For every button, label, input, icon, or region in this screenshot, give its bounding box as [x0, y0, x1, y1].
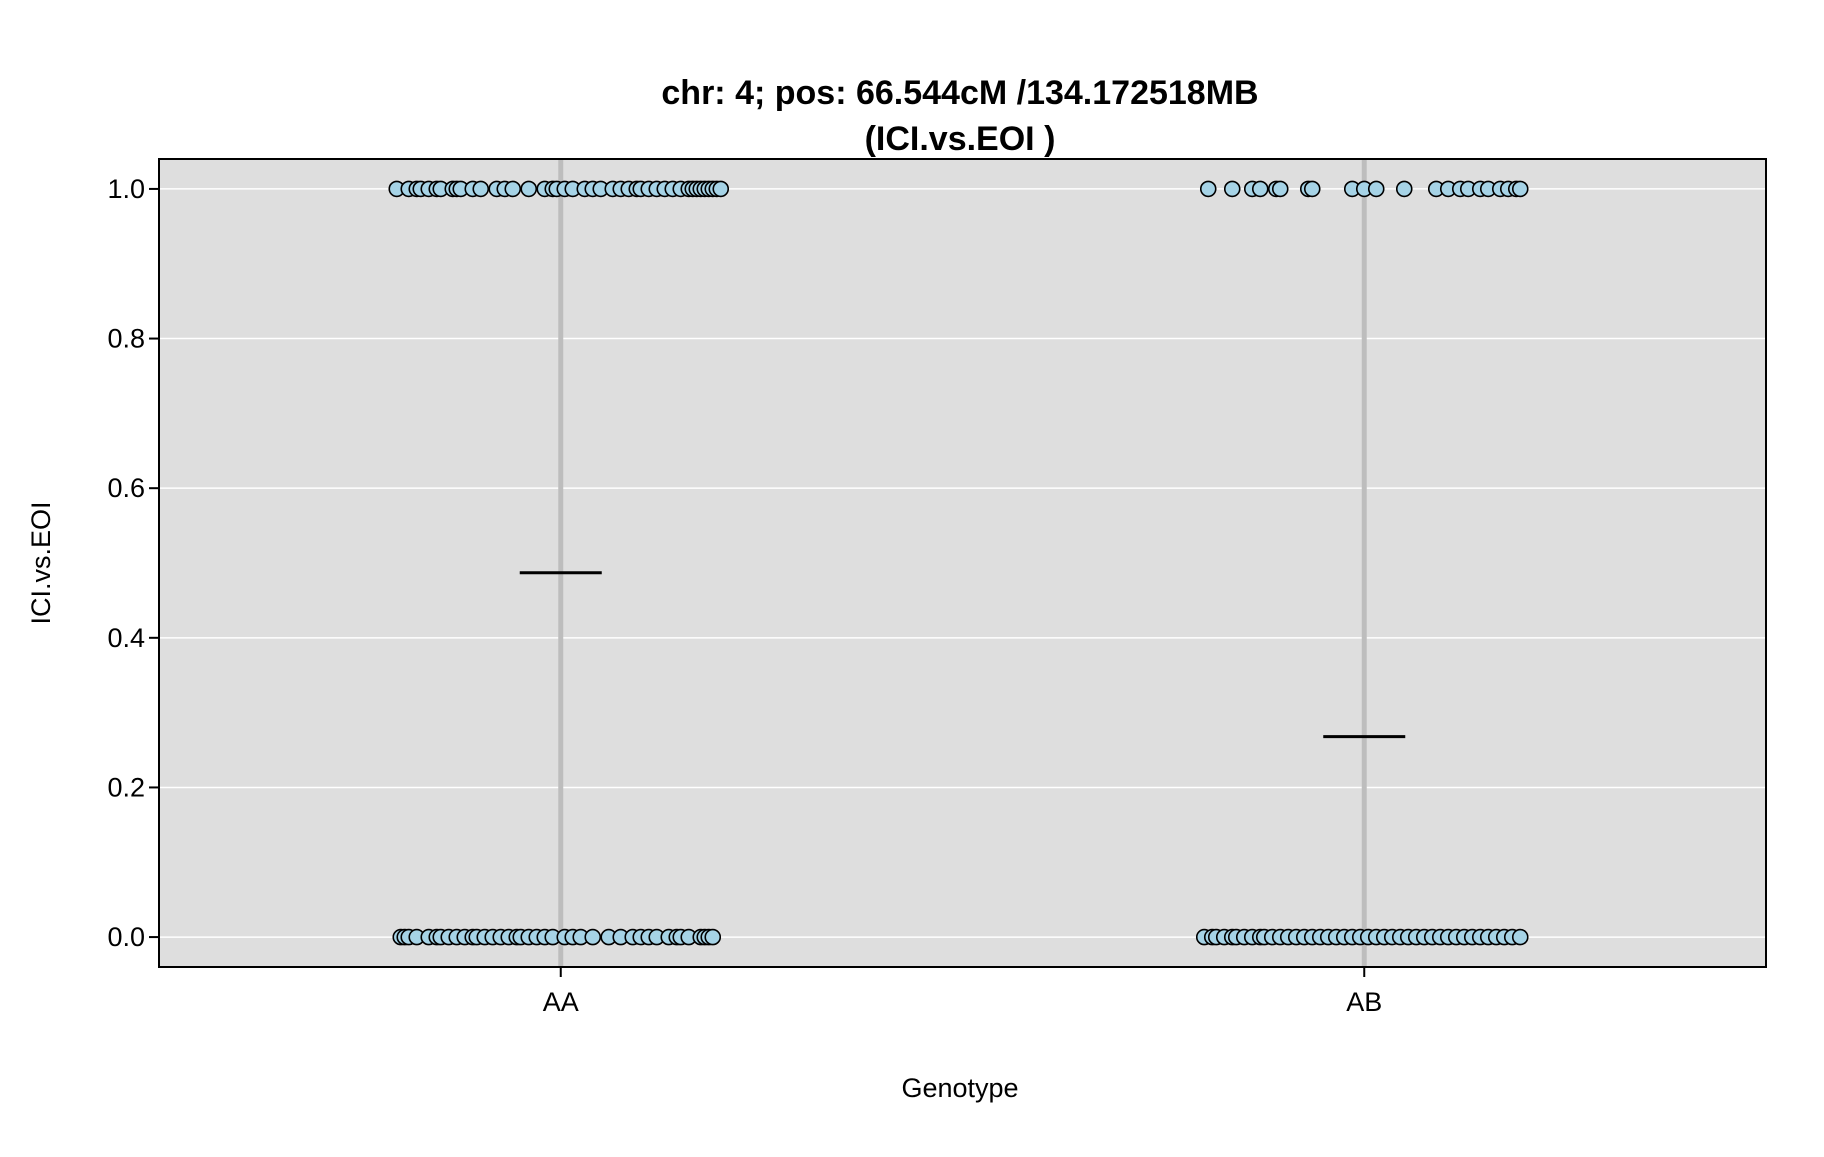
data-point-aa [704, 928, 722, 946]
data-point-aa [472, 180, 490, 198]
data-point-aa [504, 180, 522, 198]
plot-panel-background [159, 159, 1766, 967]
data-point-ab [1223, 180, 1241, 198]
data-point-ab [1271, 180, 1289, 198]
y-tick-label: 0.4 [107, 623, 145, 653]
data-point-ab [1367, 180, 1385, 198]
data-point-ab [1199, 180, 1217, 198]
y-axis-label: ICI.vs.EOI [26, 501, 56, 624]
y-tick-label: 0.0 [107, 922, 145, 952]
y-tick-label: 0.8 [107, 324, 145, 354]
data-point-aa [712, 180, 730, 198]
x-tick-label-ab: AB [1346, 987, 1382, 1017]
data-point-ab [1303, 180, 1321, 198]
y-tick-label: 0.6 [107, 473, 145, 503]
data-point-ab [1251, 180, 1269, 198]
data-point-aa [520, 180, 538, 198]
chart-title-line2: (ICI.vs.EOI ) [865, 120, 1056, 158]
x-tick-label-aa: AA [543, 987, 579, 1017]
data-point-ab [1395, 180, 1413, 198]
data-point-aa [584, 928, 602, 946]
data-point-ab [1511, 180, 1529, 198]
plot-area: 0.0 0.2 0.4 0.6 0.8 1.0 AA AB [107, 158, 1767, 1017]
y-tick-label: 1.0 [107, 174, 145, 204]
plot-panel-border [158, 158, 1767, 968]
y-tick-label: 0.2 [107, 772, 145, 802]
x-axis-label: Genotype [901, 1073, 1018, 1103]
data-point-ab [1511, 928, 1529, 946]
chart-title-line1: chr: 4; pos: 66.544cM /134.172518MB [661, 74, 1258, 112]
